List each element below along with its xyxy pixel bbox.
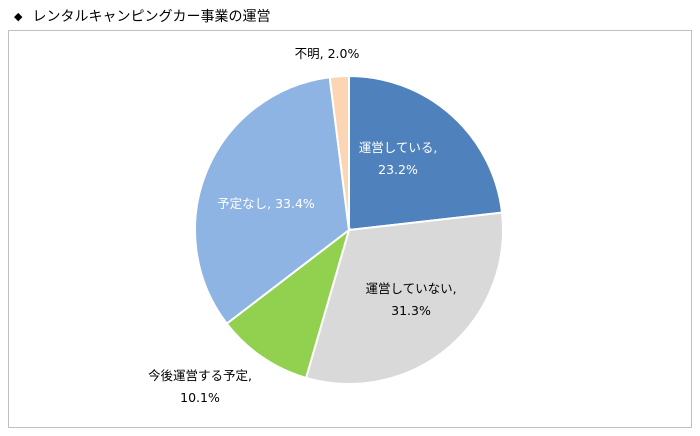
slice-category-label: 今後運営する予定, (148, 368, 252, 383)
slice-value-label: 10.1% (180, 390, 220, 405)
slice-category-label: 運営している, (359, 140, 438, 155)
chart-frame (8, 30, 692, 428)
pie-slice-5 (328, 74, 350, 231)
slice-value-label: 23.2% (378, 162, 418, 177)
slice-category-label: 運営していない, (365, 281, 456, 296)
pie-labels: 運営している, 23.2% 運営していない, 31.3% 今後運営する予定, 10.1% 予… (148, 46, 457, 405)
pie-slices (194, 74, 504, 385)
slice-label-2: 運営していない, 31.3% (365, 281, 456, 318)
pie-slice-1 (348, 74, 504, 232)
slice-label-3: 今後運営する予定, 10.1% (148, 368, 252, 405)
pie-slice-4 (194, 76, 351, 326)
slice-label-1: 運営している, 23.2% (359, 140, 438, 177)
pie-slice-3 (225, 227, 351, 380)
slice-label-4: 予定なし, 33.4% (217, 196, 315, 211)
slice-value-label: 31.3% (391, 303, 431, 318)
slice-label-5: 不明, 2.0% (295, 46, 360, 61)
chart-title: ◆ レンタルキャンピングカー事業の運営 (14, 6, 270, 26)
diamond-bullet-icon: ◆ (14, 9, 23, 23)
chart-title-text: レンタルキャンピングカー事業の運営 (32, 9, 271, 25)
pie-slice-2 (304, 211, 504, 385)
